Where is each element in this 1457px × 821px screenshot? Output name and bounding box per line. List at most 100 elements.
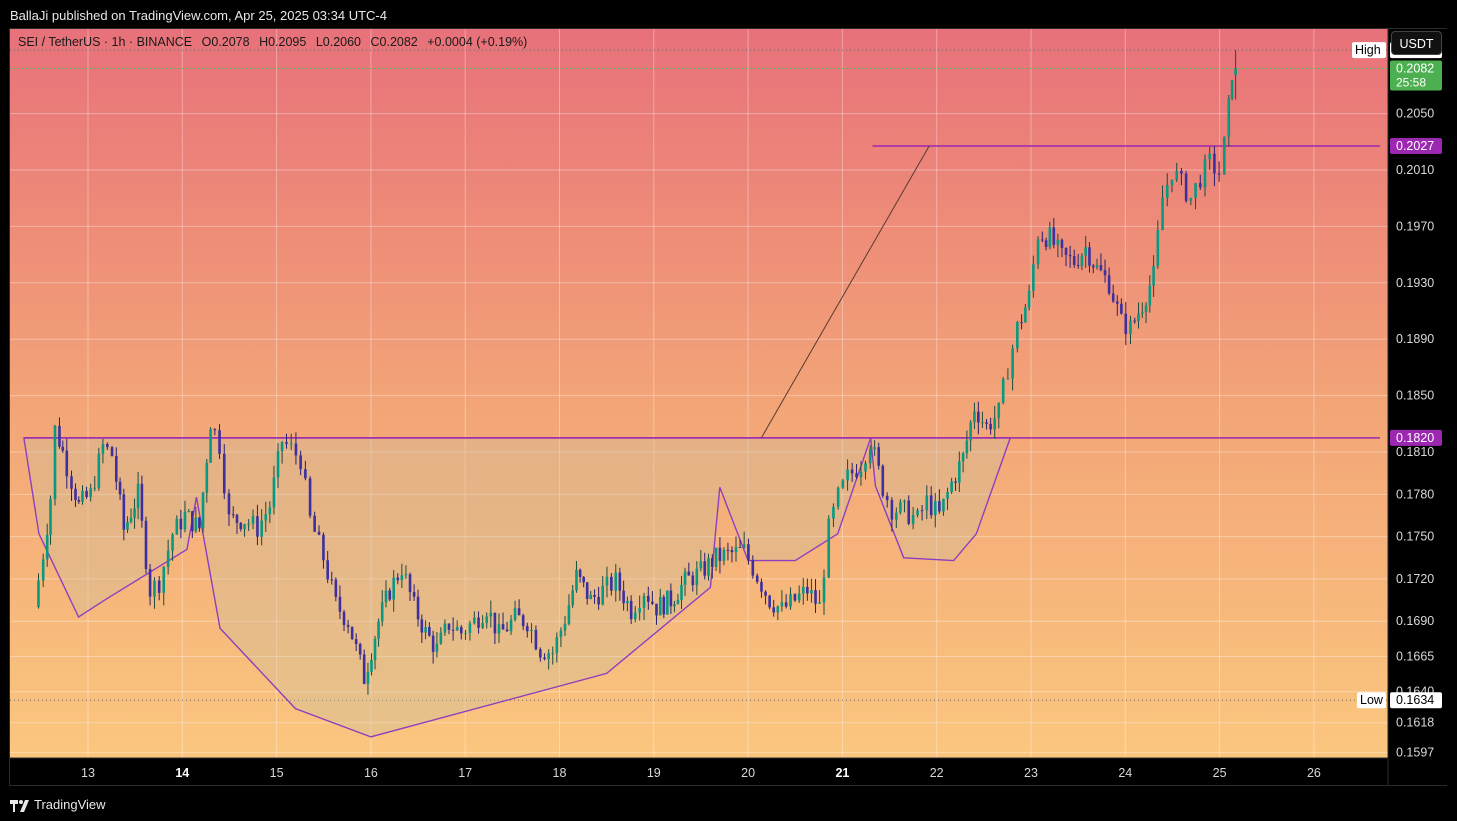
candle-body — [1148, 285, 1152, 306]
candle-body — [547, 653, 550, 660]
x-tick-label: 23 — [1024, 766, 1038, 780]
candle-body — [334, 579, 338, 597]
candle-body — [1027, 290, 1031, 308]
candle-body — [734, 546, 738, 553]
candle-body — [1088, 247, 1091, 266]
candle-body — [633, 612, 637, 620]
candle-body — [965, 440, 969, 454]
candle-countdown: 25:58 — [1396, 75, 1426, 89]
y-tick-label: 0.1618 — [1396, 716, 1434, 730]
candle-body — [513, 608, 517, 620]
candle-body — [977, 411, 980, 423]
y-tick-label: 0.1690 — [1396, 614, 1434, 628]
candle-body — [97, 453, 101, 488]
candle-body — [1060, 239, 1064, 249]
candle-body — [946, 492, 949, 499]
currency-button[interactable]: USDT — [1391, 31, 1442, 55]
high-tag-bg — [1352, 42, 1386, 59]
candle-body — [993, 417, 996, 430]
time-scale — [10, 758, 1388, 785]
candle-body — [764, 591, 767, 596]
y-tick-label: 0.1665 — [1396, 649, 1434, 663]
candle-body — [818, 602, 821, 604]
candle-body — [575, 569, 578, 591]
candle-body — [41, 559, 45, 581]
candle-body — [74, 488, 77, 500]
current-price-badge-bg — [1390, 60, 1442, 91]
candle-body — [222, 453, 226, 494]
candle-body — [710, 558, 714, 567]
candle-body — [218, 430, 221, 454]
candle-body — [903, 500, 906, 502]
resistance-badge-bg — [1390, 138, 1442, 155]
candle-body — [1115, 301, 1119, 304]
candle-body — [997, 402, 1001, 418]
y-tick-label: 0.1597 — [1396, 745, 1434, 759]
candle-body — [201, 492, 205, 529]
candle-body — [175, 518, 179, 535]
candle-body — [551, 653, 555, 655]
tradingview-icon — [10, 799, 29, 812]
candlestick-series — [37, 50, 1237, 695]
price-chart[interactable]: 0.2050 0.2010 0.1970 0.1930 0.1890 0.1850 0.18… — [10, 29, 1447, 785]
candle-body — [539, 649, 542, 658]
candle-body — [354, 639, 358, 644]
candle-body — [806, 586, 809, 594]
candle-body — [322, 534, 325, 561]
candle-body — [384, 590, 388, 603]
candle-body — [326, 560, 329, 580]
tradingview-brand: TradingView — [34, 797, 106, 812]
candle-body — [669, 590, 673, 607]
candle-body — [521, 615, 525, 627]
candle-body — [958, 461, 961, 483]
candle-body — [1140, 312, 1144, 314]
candle-body — [1217, 173, 1221, 175]
candle-body — [166, 550, 170, 568]
candle-body — [1203, 159, 1207, 188]
candle-body — [1213, 153, 1216, 174]
x-tick-label: 20 — [741, 766, 755, 780]
candle-body — [1068, 254, 1072, 257]
candle-body — [37, 580, 40, 608]
y-tick-label: 0.1970 — [1396, 219, 1434, 233]
candle-body — [231, 514, 235, 516]
candle-body — [789, 594, 792, 607]
candle-body — [247, 523, 250, 525]
candle-body — [989, 423, 992, 430]
candle-body — [646, 595, 650, 602]
candle-body — [730, 550, 734, 553]
candle-body — [58, 425, 61, 447]
candle-body — [366, 671, 370, 684]
candle-body — [885, 495, 889, 501]
candle-body — [942, 498, 945, 512]
drawing-overlay — [23, 145, 1380, 738]
candle-body — [110, 447, 114, 456]
candle-body — [1129, 320, 1132, 335]
low-badge-bg — [1390, 692, 1442, 709]
high-tag-label: High — [1355, 43, 1381, 57]
candle-body — [699, 561, 703, 569]
candle-body — [517, 608, 521, 616]
candle-body — [1133, 320, 1137, 322]
candle-body — [760, 581, 763, 592]
candle-body — [89, 488, 92, 498]
candle-body — [714, 547, 718, 567]
candle-body — [114, 455, 118, 482]
candle-body — [144, 520, 148, 569]
candle-body — [133, 508, 136, 518]
candle-body — [264, 514, 268, 521]
candle-body — [969, 422, 972, 441]
candle-body — [346, 624, 350, 627]
candle-body — [589, 595, 593, 599]
candle-body — [1156, 230, 1160, 266]
tradingview-logo[interactable]: TradingView — [10, 797, 106, 812]
candle-body — [691, 575, 695, 586]
candle-body — [622, 590, 625, 604]
candle-body — [420, 619, 424, 633]
candle-body — [726, 549, 730, 551]
candle-body — [751, 559, 755, 576]
candle-body — [925, 495, 929, 511]
candle-body — [718, 547, 722, 561]
candle-body — [171, 534, 174, 551]
candle-body — [443, 623, 447, 633]
